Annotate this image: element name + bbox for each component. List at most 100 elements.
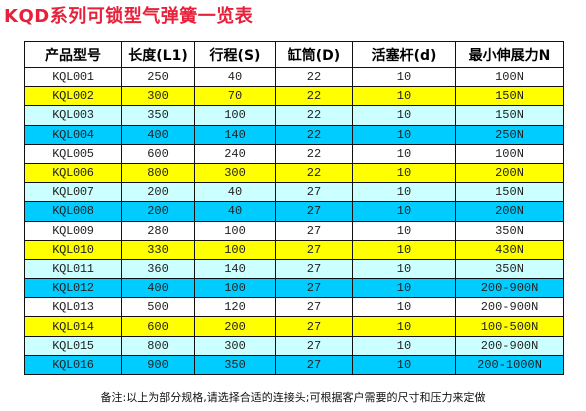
- min-force-cell: 200-900N: [455, 297, 564, 318]
- length-cell: 360: [121, 258, 195, 280]
- table-row: KQL005 600 240 22 10 100N: [24, 143, 564, 164]
- cylinder-cell: 27: [275, 258, 353, 280]
- length-cell: 600: [121, 316, 195, 337]
- table-row: KQL006 800 300 22 10 200N: [24, 162, 564, 184]
- table-row: KQL001 250 40 22 10 100N: [24, 66, 564, 88]
- cylinder-cell: 22: [275, 124, 353, 145]
- length-cell: 350: [121, 105, 195, 126]
- table-body: KQL001 250 40 22 10 100N KQL002 300 70 22 10 150N KQ…: [24, 66, 564, 376]
- length-cell: 400: [121, 278, 195, 299]
- cylinder-cell: 22: [275, 162, 353, 184]
- min-force-cell: 150N: [455, 182, 564, 203]
- stroke-cell: 240: [194, 143, 276, 164]
- table-row: KQL011 360 140 27 10 350N: [24, 258, 564, 280]
- model-cell: KQL001: [24, 66, 122, 88]
- min-force-cell: 350N: [455, 220, 564, 241]
- length-cell: 500: [121, 297, 195, 318]
- table-row: KQL013 500 120 27 10 200-900N: [24, 297, 564, 318]
- min-force-cell: 200-900N: [455, 278, 564, 299]
- piston-rod-cell: 10: [352, 239, 456, 260]
- piston-rod-cell: 10: [352, 316, 456, 337]
- model-cell: KQL016: [24, 354, 122, 376]
- length-cell: 900: [121, 354, 195, 376]
- cylinder-cell: 22: [275, 86, 353, 107]
- stroke-cell: 40: [194, 66, 276, 88]
- table-row: KQL014 600 200 27 10 100-500N: [24, 316, 564, 337]
- model-cell: KQL014: [24, 316, 122, 337]
- length-cell: 800: [121, 162, 195, 184]
- piston-rod-cell: 10: [352, 335, 456, 356]
- length-cell: 600: [121, 143, 195, 164]
- model-cell: KQL008: [24, 201, 122, 222]
- cylinder-cell: 22: [275, 143, 353, 164]
- stroke-cell: 300: [194, 162, 276, 184]
- min-force-cell: 100-500N: [455, 316, 564, 337]
- piston-rod-cell: 10: [352, 124, 456, 145]
- min-force-cell: 150N: [455, 86, 564, 107]
- cylinder-cell: 27: [275, 201, 353, 222]
- piston-rod-cell: 10: [352, 86, 456, 107]
- length-cell: 400: [121, 124, 195, 145]
- model-cell: KQL009: [24, 220, 122, 241]
- stroke-cell: 140: [194, 258, 276, 280]
- length-cell: 250: [121, 66, 195, 88]
- cylinder-cell: 27: [275, 239, 353, 260]
- header-length: 长度(L1): [121, 41, 195, 68]
- piston-rod-cell: 10: [352, 354, 456, 376]
- cylinder-cell: 27: [275, 354, 353, 376]
- cylinder-cell: 27: [275, 297, 353, 318]
- cylinder-cell: 27: [275, 335, 353, 356]
- table-row: KQL007 200 40 27 10 150N: [24, 182, 564, 203]
- header-cylinder: 缸筒(D): [275, 41, 353, 68]
- model-cell: KQL011: [24, 258, 122, 280]
- cylinder-cell: 22: [275, 66, 353, 88]
- model-cell: KQL006: [24, 162, 122, 184]
- piston-rod-cell: 10: [352, 258, 456, 280]
- footnote: 备注:以上为部分规格,请选择合适的连接头;可根据客户需要的尺寸和压力来定做: [100, 391, 486, 404]
- min-force-cell: 200-900N: [455, 335, 564, 356]
- piston-rod-cell: 10: [352, 220, 456, 241]
- length-cell: 330: [121, 239, 195, 260]
- model-cell: KQL012: [24, 278, 122, 299]
- stroke-cell: 100: [194, 278, 276, 299]
- table-row: KQL004 400 140 22 10 250N: [24, 124, 564, 145]
- table-row: KQL009 280 100 27 10 350N: [24, 220, 564, 241]
- piston-rod-cell: 10: [352, 162, 456, 184]
- gas-spring-spec-table: 产品型号 长度(L1) 行程(S) 缸筒(D) 活塞杆(d) 最小伸展力N KQ…: [24, 41, 564, 376]
- table-row: KQL002 300 70 22 10 150N: [24, 86, 564, 107]
- piston-rod-cell: 10: [352, 201, 456, 222]
- model-cell: KQL013: [24, 297, 122, 318]
- stroke-cell: 70: [194, 86, 276, 107]
- stroke-cell: 300: [194, 335, 276, 356]
- table-row: KQL010 330 100 27 10 430N: [24, 239, 564, 260]
- min-force-cell: 200N: [455, 162, 564, 184]
- stroke-cell: 140: [194, 124, 276, 145]
- page-title: KQD系列可锁型气弹簧一览表: [4, 6, 254, 27]
- min-force-cell: 200-1000N: [455, 354, 564, 376]
- min-force-cell: 250N: [455, 124, 564, 145]
- stroke-cell: 120: [194, 297, 276, 318]
- length-cell: 300: [121, 86, 195, 107]
- header-model: 产品型号: [24, 41, 122, 68]
- model-cell: KQL015: [24, 335, 122, 356]
- stroke-cell: 350: [194, 354, 276, 376]
- cylinder-cell: 27: [275, 278, 353, 299]
- length-cell: 280: [121, 220, 195, 241]
- min-force-cell: 200N: [455, 201, 564, 222]
- min-force-cell: 100N: [455, 66, 564, 88]
- stroke-cell: 40: [194, 182, 276, 203]
- header-min-force: 最小伸展力N: [455, 41, 564, 68]
- cylinder-cell: 27: [275, 182, 353, 203]
- length-cell: 200: [121, 182, 195, 203]
- table-row: KQL012 400 100 27 10 200-900N: [24, 278, 564, 299]
- min-force-cell: 150N: [455, 105, 564, 126]
- min-force-cell: 350N: [455, 258, 564, 280]
- table-row: KQL016 900 350 27 10 200-1000N: [24, 354, 564, 376]
- cylinder-cell: 27: [275, 316, 353, 337]
- length-cell: 800: [121, 335, 195, 356]
- model-cell: KQL004: [24, 124, 122, 145]
- min-force-cell: 100N: [455, 143, 564, 164]
- piston-rod-cell: 10: [352, 66, 456, 88]
- piston-rod-cell: 10: [352, 182, 456, 203]
- model-cell: KQL003: [24, 105, 122, 126]
